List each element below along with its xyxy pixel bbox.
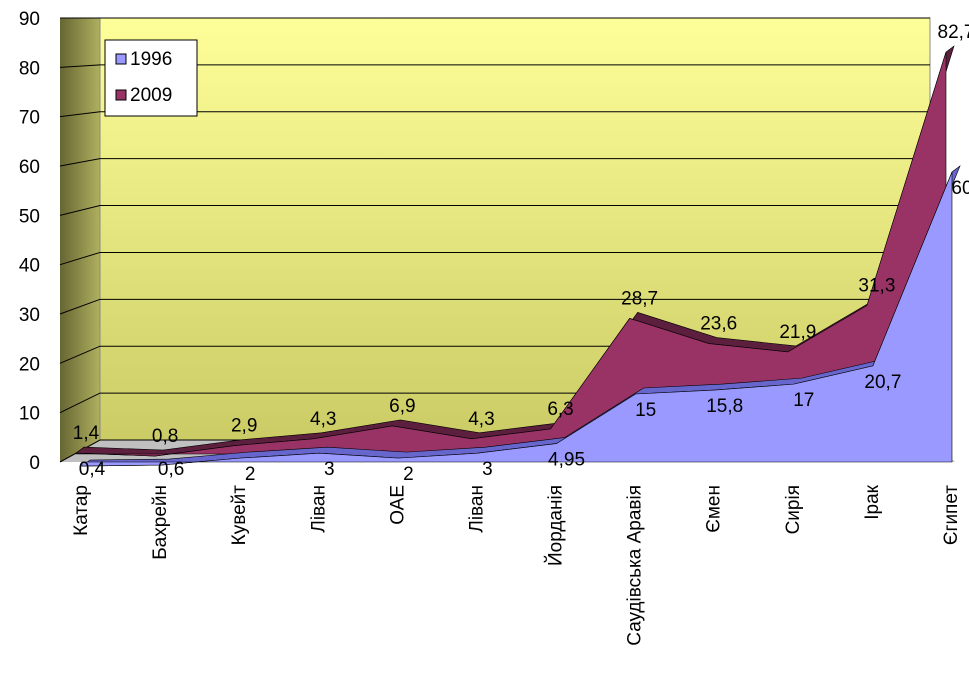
data-label: 60 <box>951 178 969 199</box>
data-label: 82,7 <box>938 22 969 43</box>
data-label: 15,8 <box>706 396 743 417</box>
data-label: 0,6 <box>158 459 184 480</box>
x-tick-label: Бахрейн <box>150 485 171 560</box>
grid-line <box>59 251 930 266</box>
legend-label: 1996 <box>130 49 172 70</box>
x-tick-label: Єгипет <box>941 485 962 545</box>
legend-swatch <box>115 89 127 101</box>
data-label: 6,3 <box>547 399 573 420</box>
x-tick-label: Ємен <box>704 485 725 533</box>
y-tick-label: 70 <box>19 108 40 129</box>
data-label: 4,3 <box>310 409 336 430</box>
y-tick-label: 0 <box>29 453 40 474</box>
data-label: 2 <box>403 464 414 485</box>
data-label: 15 <box>635 400 656 421</box>
grid-line <box>59 205 930 216</box>
y-tick-label: 20 <box>19 354 40 375</box>
grid-line <box>59 298 930 315</box>
data-label: 23,6 <box>700 314 737 335</box>
grid-line <box>59 64 930 68</box>
data-label: 4,3 <box>468 409 494 430</box>
data-label: 0,4 <box>79 459 106 480</box>
x-tick-label: Ліван <box>466 485 487 533</box>
x-tick-label: ОАЕ <box>387 485 408 525</box>
data-label: 2,9 <box>231 416 257 437</box>
legend <box>104 39 198 117</box>
legend-swatch <box>115 53 127 65</box>
data-label: 6,9 <box>389 396 415 417</box>
data-label: 4,95 <box>548 450 585 471</box>
x-tick-label: Кувейт <box>229 485 250 546</box>
area <box>75 51 947 457</box>
y-tick-label: 40 <box>19 256 40 277</box>
data-label: 2 <box>245 464 256 485</box>
y-tick-label: 80 <box>19 58 40 79</box>
x-tick-label: Ліван <box>308 485 329 533</box>
data-label: 17 <box>793 390 814 411</box>
data-label: 0,8 <box>152 426 178 447</box>
data-label: 31,3 <box>858 276 895 297</box>
data-label: 28,7 <box>621 288 658 309</box>
x-tick-label: Йорданія <box>545 485 567 566</box>
x-tick-label: Катар <box>71 485 92 536</box>
x-tick-label: Сирія <box>783 485 804 534</box>
y-tick-label: 30 <box>19 305 40 326</box>
x-tick-label: Ірак <box>862 484 883 519</box>
x-tick-label: Саудівська Аравія <box>625 485 646 646</box>
legend-label: 2009 <box>130 85 172 106</box>
y-tick-label: 10 <box>19 404 40 425</box>
data-label: 3 <box>482 459 493 480</box>
y-tick-label: 60 <box>19 157 40 178</box>
area <box>81 171 953 467</box>
data-label: 1,4 <box>73 423 100 444</box>
side-wall <box>60 18 100 462</box>
y-tick-label: 50 <box>19 206 40 227</box>
grid-line <box>59 158 930 167</box>
y-tick-label: 90 <box>19 9 40 30</box>
data-label: 21,9 <box>779 322 816 343</box>
data-label: 3 <box>324 459 335 480</box>
grid-line <box>59 111 930 118</box>
data-label: 20,7 <box>864 372 901 393</box>
